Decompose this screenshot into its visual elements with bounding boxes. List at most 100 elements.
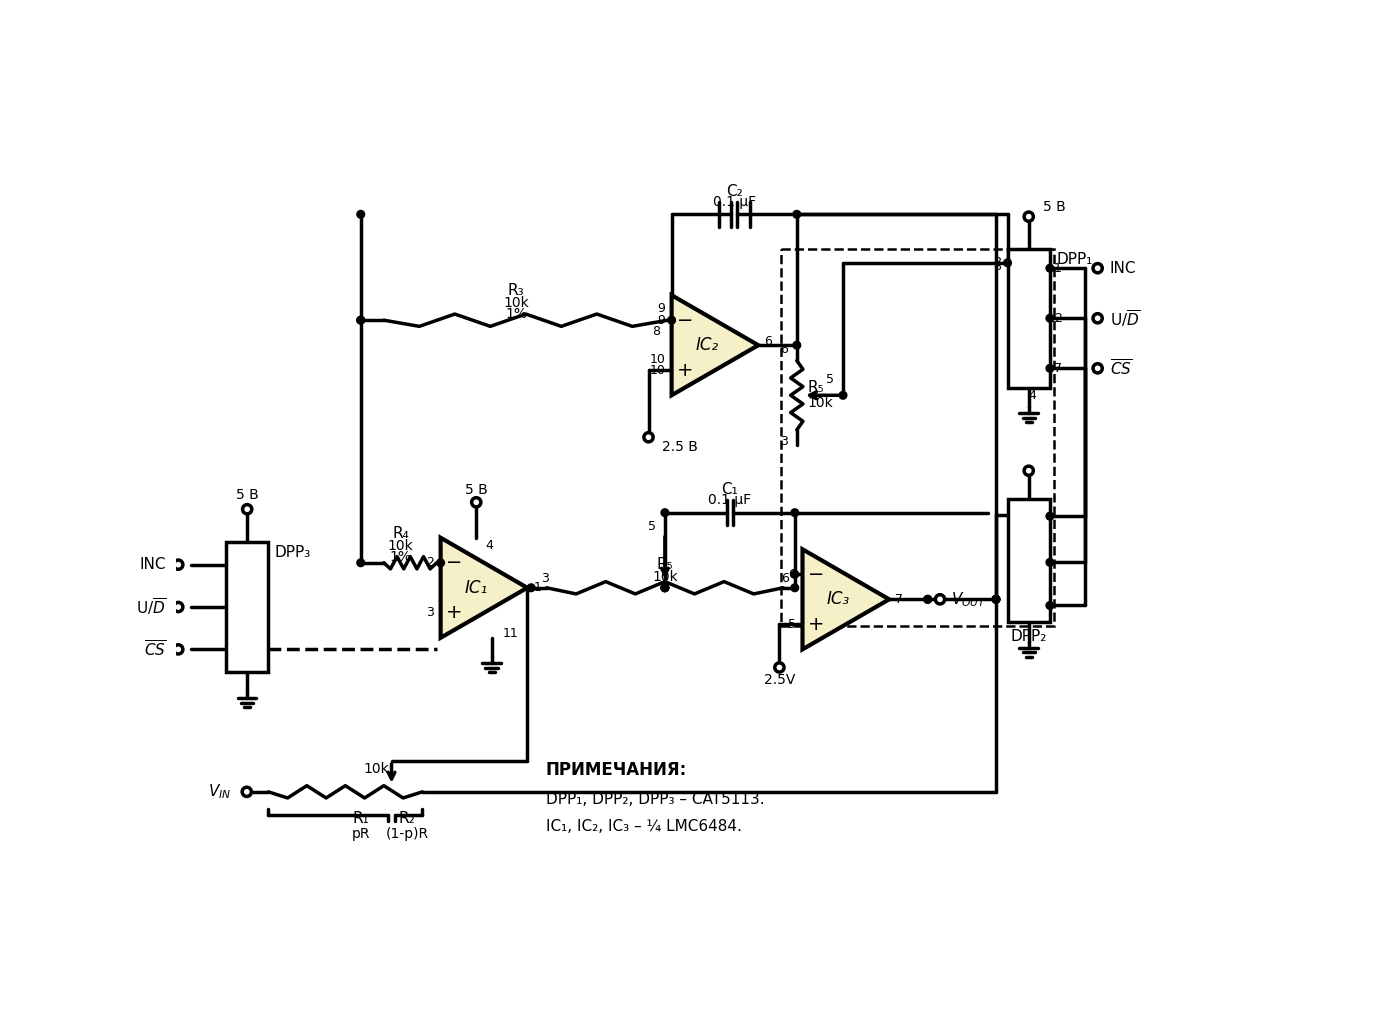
- Text: C₂: C₂: [726, 184, 742, 199]
- Circle shape: [992, 595, 1000, 604]
- Circle shape: [1046, 559, 1054, 566]
- Text: 9: 9: [658, 302, 665, 315]
- Text: U/$\overline{D}$: U/$\overline{D}$: [135, 596, 166, 618]
- Text: 10: 10: [650, 364, 665, 377]
- Text: R₃: R₃: [508, 283, 524, 299]
- Circle shape: [793, 341, 800, 350]
- Circle shape: [1046, 264, 1054, 272]
- Text: $V_{IN}$: $V_{IN}$: [208, 782, 232, 802]
- Text: 5 В: 5 В: [236, 489, 258, 502]
- Text: R₅: R₅: [807, 380, 824, 395]
- Circle shape: [1046, 601, 1054, 610]
- Polygon shape: [803, 550, 889, 649]
- Text: 3: 3: [426, 607, 435, 620]
- Circle shape: [436, 559, 444, 567]
- Text: 10k: 10k: [504, 297, 529, 310]
- Circle shape: [791, 570, 799, 578]
- Text: 6: 6: [788, 568, 796, 581]
- Text: U/$\overline{D}$: U/$\overline{D}$: [1110, 308, 1140, 328]
- Text: 7: 7: [1054, 362, 1061, 375]
- Text: 5: 5: [825, 373, 834, 386]
- Text: DPP₃: DPP₃: [275, 545, 310, 560]
- Polygon shape: [440, 537, 527, 638]
- Bar: [1007, 499, 1050, 623]
- Text: 10k: 10k: [388, 538, 414, 553]
- Circle shape: [992, 595, 1000, 604]
- Text: R₁: R₁: [352, 811, 368, 826]
- Circle shape: [174, 602, 184, 612]
- Text: +: +: [678, 361, 694, 380]
- Circle shape: [357, 210, 364, 218]
- Text: 11: 11: [502, 628, 518, 640]
- Circle shape: [661, 584, 669, 591]
- Text: 10: 10: [650, 354, 665, 367]
- Circle shape: [243, 505, 251, 514]
- Text: 10k: 10k: [651, 570, 678, 584]
- Text: 1: 1: [534, 581, 541, 594]
- Text: 0.1 μF: 0.1 μF: [708, 494, 752, 507]
- Text: $V_{OUT}$: $V_{OUT}$: [951, 590, 987, 609]
- Text: 2.5 В: 2.5 В: [662, 440, 698, 454]
- Text: DPP₂: DPP₂: [1010, 629, 1047, 644]
- Text: 2.5V: 2.5V: [763, 673, 795, 687]
- Text: R₅: R₅: [657, 557, 673, 572]
- Text: 6: 6: [765, 335, 773, 347]
- Text: $\overline{CS}$: $\overline{CS}$: [144, 639, 166, 659]
- Text: C₁: C₁: [722, 483, 738, 497]
- Polygon shape: [672, 296, 758, 395]
- Circle shape: [936, 594, 945, 604]
- Text: 5 В: 5 В: [1042, 199, 1065, 213]
- Text: R₂: R₂: [399, 811, 415, 826]
- Circle shape: [839, 391, 847, 399]
- Text: 3: 3: [780, 435, 788, 448]
- Circle shape: [1093, 314, 1103, 323]
- Text: 1%: 1%: [389, 550, 411, 564]
- Text: 1%: 1%: [505, 307, 527, 321]
- Circle shape: [527, 584, 535, 591]
- Circle shape: [174, 560, 184, 569]
- Circle shape: [992, 595, 1000, 604]
- Text: 4: 4: [486, 538, 494, 552]
- Text: R₄: R₄: [392, 526, 408, 541]
- Circle shape: [791, 509, 799, 516]
- Circle shape: [174, 645, 184, 654]
- Text: 0.1 μF: 0.1 μF: [712, 195, 756, 209]
- Bar: [226, 542, 268, 673]
- Text: DPP₁, DPP₂, DPP₃ – CAT5113.: DPP₁, DPP₂, DPP₃ – CAT5113.: [545, 791, 765, 807]
- Bar: [781, 249, 1054, 626]
- Circle shape: [1093, 364, 1103, 373]
- Circle shape: [661, 584, 669, 591]
- Circle shape: [357, 559, 364, 567]
- Text: 8: 8: [653, 325, 660, 338]
- Circle shape: [668, 316, 675, 324]
- Text: ПРИМЕЧАНИЯ:: ПРИМЕЧАНИЯ:: [545, 761, 687, 779]
- Text: −: −: [678, 311, 694, 330]
- Text: 8: 8: [994, 260, 1002, 273]
- Text: 7: 7: [896, 592, 904, 606]
- Text: IC₂: IC₂: [696, 336, 719, 355]
- Text: 5: 5: [647, 519, 655, 532]
- Circle shape: [774, 662, 784, 673]
- Circle shape: [1046, 365, 1054, 372]
- Circle shape: [661, 509, 669, 516]
- Circle shape: [791, 584, 799, 591]
- Circle shape: [472, 498, 480, 507]
- Text: INC: INC: [1110, 261, 1137, 275]
- Text: 8: 8: [994, 256, 1002, 269]
- Text: 4: 4: [1028, 389, 1036, 401]
- Circle shape: [793, 210, 800, 218]
- Text: 5: 5: [788, 618, 796, 631]
- Text: 3: 3: [541, 572, 549, 585]
- Text: IC₃: IC₃: [827, 590, 850, 609]
- Text: 2: 2: [1054, 312, 1061, 325]
- Text: INC: INC: [139, 557, 166, 572]
- Text: DPP₁: DPP₁: [1056, 252, 1093, 267]
- Text: IC₁, IC₂, IC₃ – ¼ LMC6484.: IC₁, IC₂, IC₃ – ¼ LMC6484.: [545, 819, 741, 834]
- Circle shape: [1093, 263, 1103, 273]
- Circle shape: [357, 316, 364, 324]
- Text: 6: 6: [781, 572, 788, 585]
- Circle shape: [1003, 259, 1012, 266]
- Text: 9: 9: [658, 314, 665, 327]
- Text: 2: 2: [426, 556, 435, 569]
- Circle shape: [1046, 314, 1054, 322]
